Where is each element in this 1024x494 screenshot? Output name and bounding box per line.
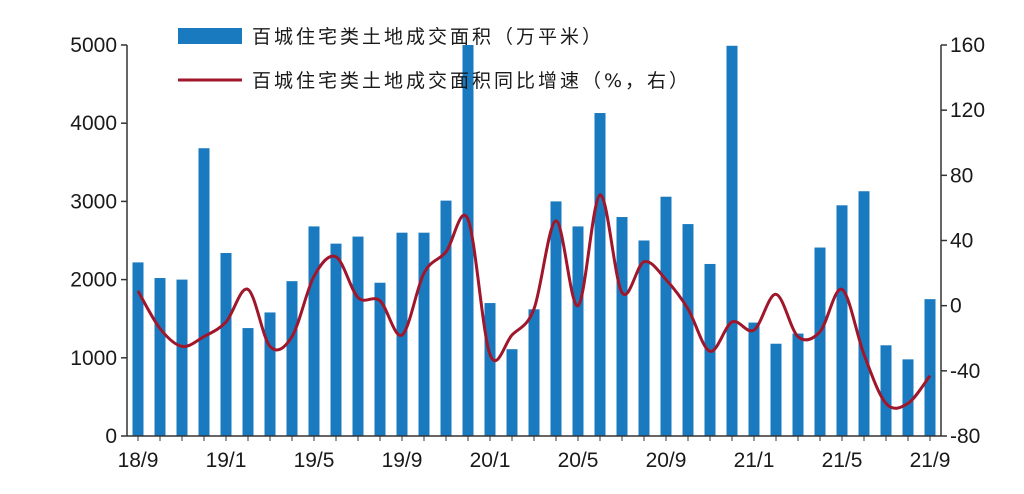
x-tick-labels: 18/9 19/1 19/5 19/9 20/1 20/5 20/9 21/1 21/5 21/9 [118,449,951,472]
bar [836,205,848,436]
legend: 百城住宅类土地成交面积（万平米） 百城住宅类土地成交面积同比增速（%，右） [178,26,691,92]
bar [660,196,672,436]
right-tick-label: 120 [950,99,985,122]
x-tick-label: 19/9 [382,449,423,472]
bar [286,281,298,436]
x-tick-label: 19/1 [206,449,247,472]
legend-bar-swatch [178,28,242,44]
bar [572,226,584,436]
right-tick-label: -80 [950,425,980,448]
right-tick-labels: -80 -40 0 40 80 120 160 [950,34,985,448]
x-tick-label: 20/1 [470,449,511,472]
right-tick-label: -40 [950,360,980,383]
x-tick-label: 21/5 [822,449,863,472]
bar [770,343,782,436]
x-tick-label: 18/9 [118,449,159,472]
bar [858,191,870,436]
x-tick-label: 21/1 [734,449,775,472]
bar-series [132,45,936,436]
x-tick-label: 20/9 [646,449,687,472]
left-tick-label: 1000 [70,347,117,370]
bar [616,217,628,436]
tick-marks [121,44,947,441]
bar [726,45,738,436]
bar [880,345,892,436]
x-tick-label: 19/5 [294,449,335,472]
bar [242,328,254,436]
right-tick-label: 80 [950,164,973,187]
bar [792,333,804,436]
bar [462,45,474,436]
bar [924,299,936,436]
bar [594,113,606,436]
bar [814,247,826,436]
bar [198,148,210,436]
bar [550,201,562,436]
legend-bar-label: 百城住宅类土地成交面积（万平米） [252,26,604,48]
right-tick-label: 160 [950,34,985,57]
bar [484,303,496,436]
growth-line [136,193,932,410]
bar [638,240,650,436]
right-tick-label: 0 [950,295,962,318]
left-tick-label: 0 [105,425,117,448]
bar [418,232,430,436]
left-tick-label: 5000 [70,34,117,57]
x-tick-label: 20/5 [558,449,599,472]
bar [682,224,694,436]
x-tick-label: 21/9 [910,449,951,472]
bar [132,262,144,436]
bar [374,282,386,436]
bar [440,200,452,436]
legend-line-label: 百城住宅类土地成交面积同比增速（%，右） [252,70,691,92]
bar [308,226,320,436]
left-tick-label: 4000 [70,112,117,135]
bar [352,236,364,436]
bar [330,243,342,436]
bar [902,359,914,436]
left-tick-label: 2000 [70,269,117,292]
right-tick-label: 40 [950,230,973,253]
bar [748,322,760,436]
bar [176,279,188,436]
bar [154,278,166,436]
left-tick-labels: 0 1000 2000 3000 4000 5000 [70,34,117,448]
bar [220,253,232,436]
bar [264,312,276,436]
bar [528,309,540,436]
left-tick-label: 3000 [70,190,117,213]
bar [506,349,518,436]
